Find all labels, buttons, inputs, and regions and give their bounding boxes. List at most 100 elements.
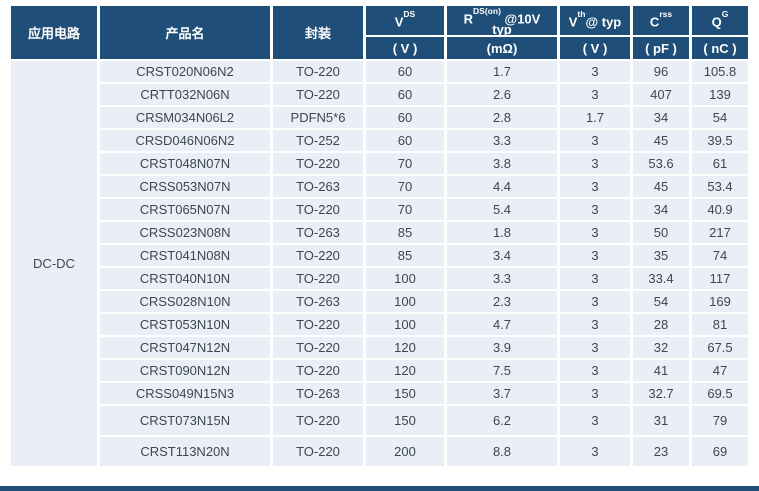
crss-cell: 35 — [633, 245, 689, 267]
product-cell: CRST065N07N — [100, 199, 270, 221]
unit-rdson: (mΩ) — [447, 37, 557, 60]
qg-cell: 217 — [692, 222, 748, 244]
header-package: 封装 — [273, 6, 363, 60]
vth-cell: 3 — [560, 291, 630, 313]
package-cell: TO-263 — [273, 176, 363, 198]
unit-qg: ( nC ) — [692, 37, 748, 60]
crss-cell: 34 — [633, 107, 689, 129]
crss-cell: 23 — [633, 437, 689, 467]
package-cell: TO-220 — [273, 153, 363, 175]
rdson-subscript: DS(on) — [473, 6, 501, 16]
vth-cell: 3 — [560, 176, 630, 198]
rdson-cell: 2.8 — [447, 107, 557, 129]
table-header: 应用电路 产品名 封装 VDS RDS(on) @10V typ Vth@ typ… — [11, 6, 748, 60]
rdson-cell: 3.8 — [447, 153, 557, 175]
package-cell: TO-220 — [273, 406, 363, 436]
rdson-cell: 2.3 — [447, 291, 557, 313]
rdson-cell: 4.7 — [447, 314, 557, 336]
vth-cell: 3 — [560, 222, 630, 244]
vds-cell: 150 — [366, 406, 444, 436]
table-row: CRST048N07N TO-220 70 3.8 3 53.6 61 — [11, 153, 748, 175]
header-crss: Crss — [633, 6, 689, 36]
vth-cell: 3 — [560, 406, 630, 436]
crss-cell: 41 — [633, 360, 689, 382]
rdson-cell: 7.5 — [447, 360, 557, 382]
application-cell: DC-DC — [11, 61, 97, 467]
crss-cell: 34 — [633, 199, 689, 221]
vth-cell: 3 — [560, 199, 630, 221]
bottom-accent-bar — [0, 486, 759, 491]
qg-cell: 40.9 — [692, 199, 748, 221]
product-cell: CRSS028N10N — [100, 291, 270, 313]
vth-cell: 3 — [560, 130, 630, 152]
qg-cell: 117 — [692, 268, 748, 290]
vth-cell: 3 — [560, 437, 630, 467]
vds-cell: 60 — [366, 107, 444, 129]
product-cell: CRST047N12N — [100, 337, 270, 359]
qg-cell: 53.4 — [692, 176, 748, 198]
rdson-cell: 4.4 — [447, 176, 557, 198]
rdson-cell: 1.8 — [447, 222, 557, 244]
product-cell: CRST041N08N — [100, 245, 270, 267]
vds-cell: 60 — [366, 130, 444, 152]
package-cell: PDFN5*6 — [273, 107, 363, 129]
qg-cell: 69 — [692, 437, 748, 467]
product-cell: CRSM034N06L2 — [100, 107, 270, 129]
qg-cell: 39.5 — [692, 130, 748, 152]
header-qg: QG — [692, 6, 748, 36]
package-cell: TO-252 — [273, 130, 363, 152]
table-row: CRST073N15N TO-220 150 6.2 3 31 79 — [11, 406, 748, 436]
vth-cell: 3 — [560, 337, 630, 359]
crss-cell: 31 — [633, 406, 689, 436]
rdson-cell: 3.3 — [447, 268, 557, 290]
rdson-cell: 6.2 — [447, 406, 557, 436]
qg-cell: 54 — [692, 107, 748, 129]
product-cell: CRST020N06N2 — [100, 61, 270, 83]
crss-cell: 33.4 — [633, 268, 689, 290]
rdson-cell: 3.9 — [447, 337, 557, 359]
qg-cell: 81 — [692, 314, 748, 336]
table-row: CRSM034N06L2 PDFN5*6 60 2.8 1.7 34 54 — [11, 107, 748, 129]
product-cell: CRST073N15N — [100, 406, 270, 436]
vth-cell: 3 — [560, 383, 630, 405]
package-cell: TO-220 — [273, 61, 363, 83]
vds-cell: 70 — [366, 199, 444, 221]
header-vds: VDS — [366, 6, 444, 36]
package-cell: TO-220 — [273, 268, 363, 290]
qg-cell: 169 — [692, 291, 748, 313]
table-body: DC-DC CRST020N06N2 TO-220 60 1.7 3 96 105… — [11, 61, 748, 467]
vds-cell: 150 — [366, 383, 444, 405]
rdson-cell: 3.4 — [447, 245, 557, 267]
product-cell: CRST048N07N — [100, 153, 270, 175]
table-row: CRTT032N06N TO-220 60 2.6 3 407 139 — [11, 84, 748, 106]
vth-cell: 3 — [560, 245, 630, 267]
qg-cell: 69.5 — [692, 383, 748, 405]
rdson-cell: 5.4 — [447, 199, 557, 221]
product-cell: CRST113N20N — [100, 437, 270, 467]
vds-cell: 85 — [366, 222, 444, 244]
header-vth: Vth@ typ — [560, 6, 630, 36]
unit-vth: ( V ) — [560, 37, 630, 60]
qg-cell: 105.8 — [692, 61, 748, 83]
qg-subscript: G — [721, 8, 729, 19]
product-cell: CRST040N10N — [100, 268, 270, 290]
crss-cell: 50 — [633, 222, 689, 244]
rdson-condition: @10V — [500, 11, 541, 27]
table-row: CRST047N12N TO-220 120 3.9 3 32 67.5 — [11, 337, 748, 359]
table-row: CRSS028N10N TO-263 100 2.3 3 54 169 — [11, 291, 748, 313]
vds-cell: 70 — [366, 176, 444, 198]
unit-vds: ( V ) — [366, 37, 444, 60]
crss-symbol: C — [649, 13, 660, 29]
qg-symbol: Q — [711, 13, 722, 29]
package-cell: TO-220 — [273, 199, 363, 221]
vth-symbol: V — [568, 13, 578, 29]
table-row: CRSS023N08N TO-263 85 1.8 3 50 217 — [11, 222, 748, 244]
package-cell: TO-220 — [273, 437, 363, 467]
table-row: CRST041N08N TO-220 85 3.4 3 35 74 — [11, 245, 748, 267]
crss-cell: 32 — [633, 337, 689, 359]
table-row: CRST090N12N TO-220 120 7.5 3 41 47 — [11, 360, 748, 382]
vds-cell: 85 — [366, 245, 444, 267]
crss-cell: 32.7 — [633, 383, 689, 405]
product-spec-table: 应用电路 产品名 封装 VDS RDS(on) @10V typ Vth@ typ… — [8, 4, 751, 468]
qg-cell: 79 — [692, 406, 748, 436]
